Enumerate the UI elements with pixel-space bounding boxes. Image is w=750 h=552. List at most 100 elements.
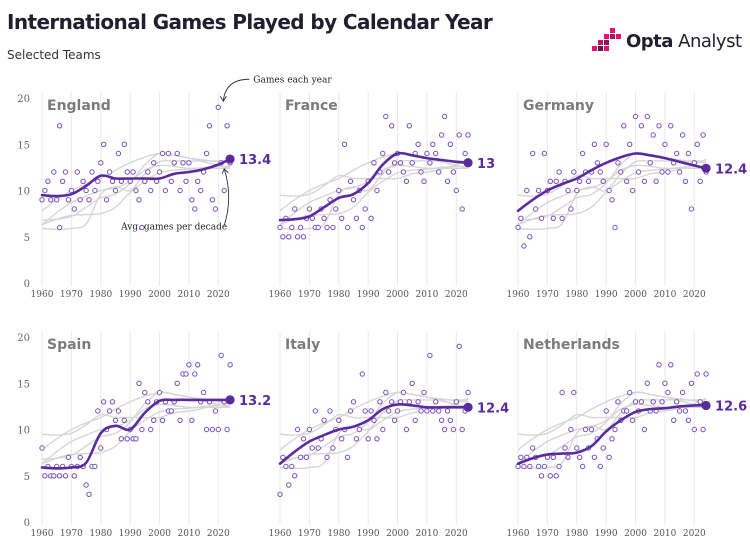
data-point (571, 389, 577, 396)
data-point (465, 389, 471, 396)
data-point (336, 187, 342, 194)
data-point (638, 123, 645, 129)
data-point (124, 169, 130, 175)
data-point (344, 454, 351, 460)
x-tick-label: 1960 (31, 529, 54, 539)
data-point (186, 160, 192, 166)
data-point (430, 141, 436, 148)
data-point (195, 178, 201, 185)
data-point (453, 187, 459, 194)
x-tick-label: 1960 (31, 290, 54, 300)
data-point (321, 215, 327, 222)
data-point (112, 187, 119, 194)
data-point (277, 491, 283, 497)
data-point (421, 389, 427, 396)
x-tick-label: 1970 (536, 529, 559, 539)
data-point (600, 445, 606, 451)
data-point (71, 206, 78, 212)
data-point (297, 454, 304, 460)
comparison-line-netherlands (41, 404, 231, 465)
x-tick-label: 2020 (445, 529, 468, 539)
data-point (203, 150, 210, 157)
data-point (444, 408, 451, 414)
data-point (444, 178, 451, 185)
data-point (121, 141, 128, 148)
x-tick-label: 1980 (89, 529, 112, 539)
data-point (627, 389, 633, 396)
data-point (585, 178, 592, 185)
end-dot-france (463, 158, 473, 168)
data-point (86, 197, 92, 203)
data-point (330, 445, 336, 451)
data-point (700, 132, 706, 138)
logo-text: Opta Analyst (626, 31, 742, 52)
data-point (283, 463, 289, 470)
data-point (662, 141, 668, 148)
avg-games-arrowhead (221, 167, 229, 174)
x-tick-label: 1980 (565, 290, 588, 300)
data-point (386, 408, 392, 414)
x-tick-label: 2010 (653, 290, 676, 300)
data-point (456, 132, 462, 138)
data-point (51, 473, 57, 479)
data-point (600, 178, 606, 185)
data-point (174, 150, 180, 157)
data-point (356, 426, 362, 433)
data-point (615, 160, 621, 166)
avg-line-italy (278, 403, 470, 465)
data-point (39, 445, 45, 451)
data-point (324, 224, 330, 231)
data-point (286, 234, 292, 240)
data-point (535, 187, 542, 194)
data-point (644, 380, 650, 386)
data-point (224, 426, 230, 433)
data-point (151, 160, 157, 166)
data-point (632, 399, 639, 405)
data-point (171, 160, 177, 166)
data-point (556, 169, 562, 175)
data-point (142, 389, 148, 396)
data-point (218, 352, 224, 359)
x-tick-label: 1990 (119, 290, 142, 300)
data-point (650, 399, 656, 405)
data-point (459, 206, 465, 212)
data-point (518, 215, 524, 222)
data-point (186, 362, 192, 368)
data-point (133, 187, 139, 194)
x-tick-label: 2000 (624, 529, 647, 539)
data-point (606, 454, 612, 460)
end-value-label-england: 13.4 (239, 153, 271, 168)
data-point (362, 206, 368, 212)
data-point (627, 141, 633, 148)
data-point (450, 169, 457, 175)
data-point (597, 463, 603, 470)
data-point (441, 426, 448, 433)
x-tick-label: 1970 (60, 290, 83, 300)
data-point (527, 463, 533, 470)
data-point (227, 362, 233, 368)
data-point (294, 426, 301, 433)
data-point (315, 445, 321, 451)
x-tick-label: 1970 (298, 529, 321, 539)
data-point (394, 408, 401, 414)
data-point (521, 243, 527, 249)
games-each-year-annotation: Games each year (253, 75, 332, 85)
data-point (221, 187, 227, 194)
end-value-label-spain: 13.2 (239, 394, 271, 409)
data-point (577, 178, 583, 185)
data-point (603, 141, 609, 148)
data-point (42, 187, 48, 194)
data-point (682, 178, 689, 185)
data-point (215, 104, 222, 111)
data-point (315, 224, 321, 231)
data-point (280, 454, 286, 460)
data-point (450, 426, 457, 433)
data-point (389, 123, 395, 129)
data-point (621, 123, 627, 129)
data-point (550, 215, 556, 222)
data-point (562, 445, 568, 451)
data-point (344, 224, 351, 231)
x-tick-label: 2020 (683, 290, 706, 300)
data-point (359, 371, 365, 377)
data-point (694, 371, 700, 377)
